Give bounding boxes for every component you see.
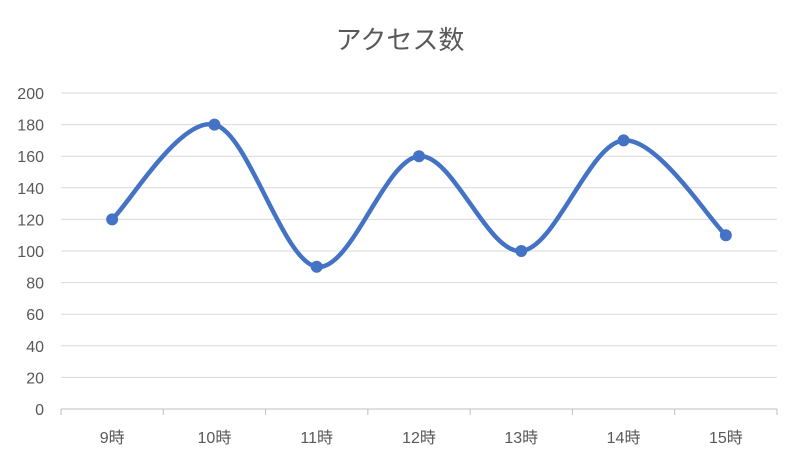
data-point — [719, 229, 732, 242]
data-point — [310, 260, 323, 273]
data-point — [208, 118, 221, 131]
y-tick-label: 80 — [26, 276, 44, 293]
x-tick-label: 11時 — [300, 429, 333, 447]
series-line — [109, 122, 729, 270]
x-tick-label: 15時 — [709, 429, 743, 447]
x-tick-label: 10時 — [198, 429, 232, 447]
x-tick-label: 13時 — [504, 429, 538, 447]
y-tick-label: 160 — [17, 149, 44, 166]
y-tick-label: 200 — [17, 86, 44, 103]
data-point — [413, 150, 425, 163]
y-tick-label: 180 — [17, 118, 44, 135]
x-tick-label: 12時 — [402, 429, 436, 447]
y-tick-label: 60 — [26, 307, 44, 324]
y-tick-label: 40 — [26, 339, 44, 356]
y-tick-label: 120 — [17, 212, 44, 229]
x-tick-label: 14時 — [607, 429, 641, 447]
x-tick-label: 9時 — [100, 429, 125, 447]
data-point — [515, 245, 528, 257]
y-tick-label: 0 — [35, 402, 44, 419]
y-tick-label: 100 — [17, 244, 44, 261]
chart-title: アクセス数 — [335, 26, 465, 56]
data-point — [106, 213, 119, 226]
y-tick-label: 20 — [26, 370, 44, 387]
data-point — [617, 134, 630, 147]
y-tick-label: 140 — [17, 181, 44, 198]
